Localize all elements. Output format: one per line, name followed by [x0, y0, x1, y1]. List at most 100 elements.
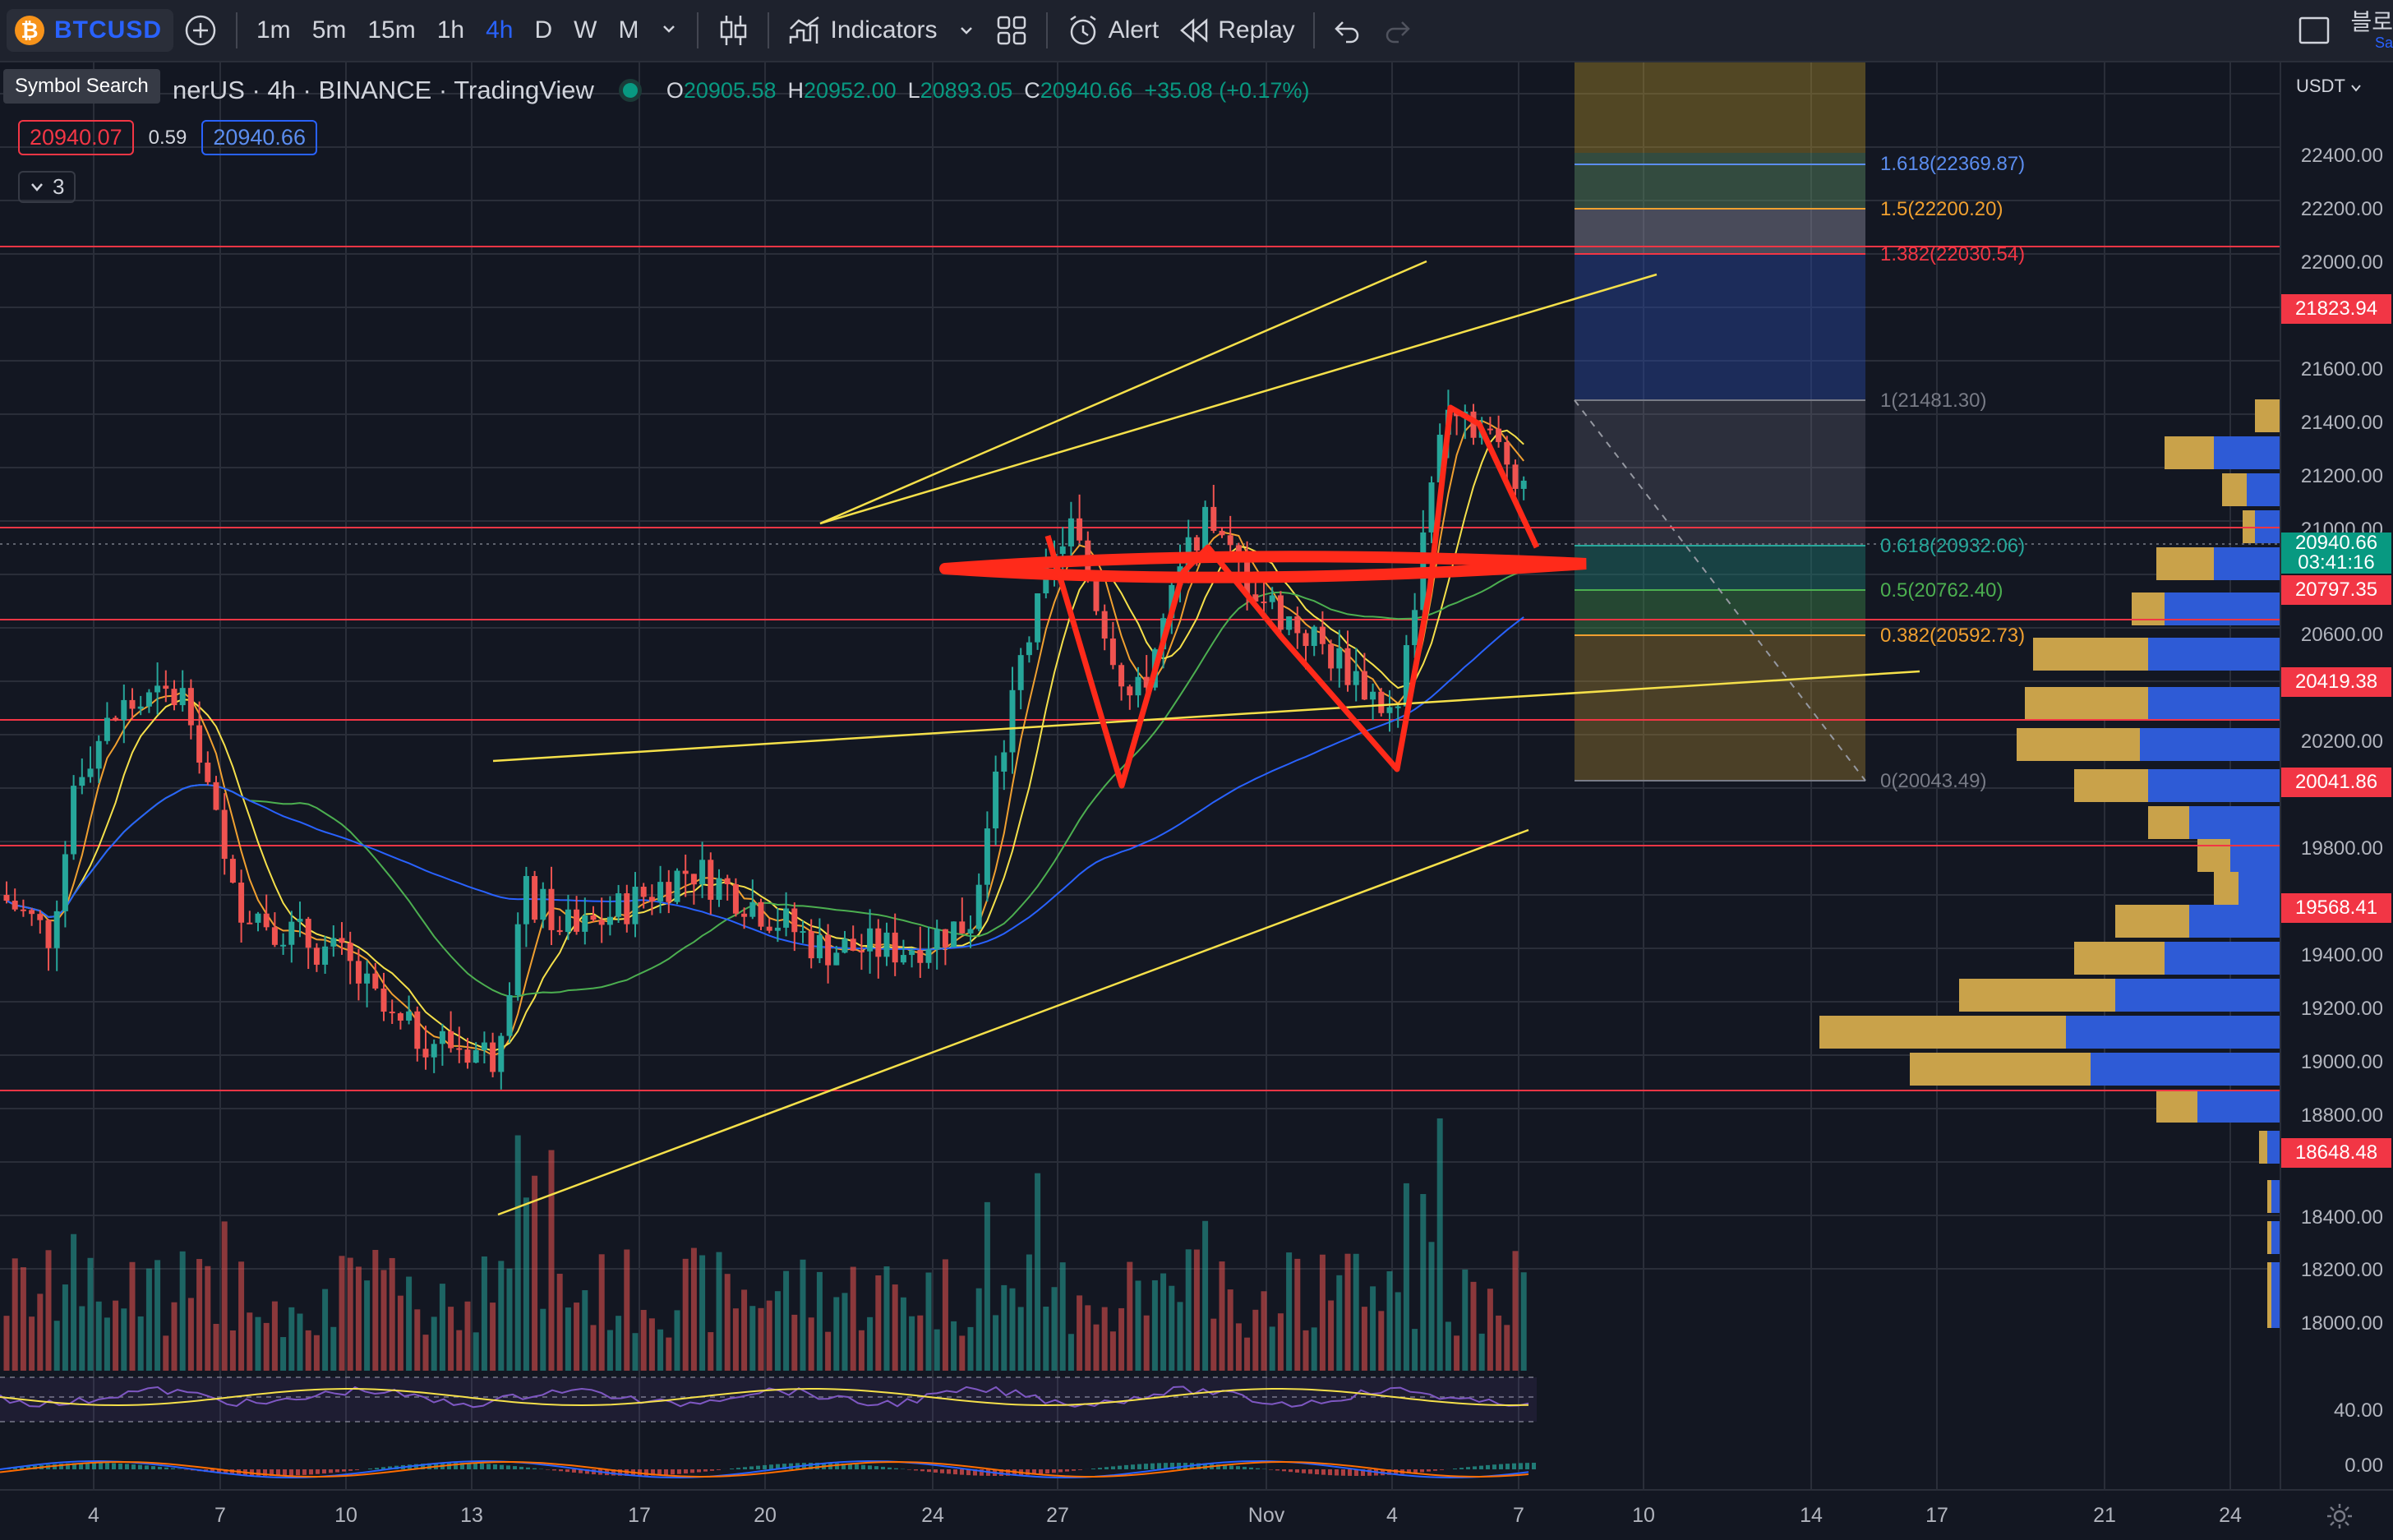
rsi-pane — [0, 1377, 1537, 1422]
bitcoin-icon: ₿ — [15, 16, 44, 45]
price-axis[interactable]: USDT 22400.00 22200.00 22000.00 21800.00… — [2280, 62, 2393, 1489]
gear-icon — [2326, 1502, 2354, 1530]
fib-level-label: 0(20043.49) — [1880, 770, 1986, 793]
indicator-count: 3 — [53, 174, 64, 200]
legend-title[interactable]: nerUS · 4h · BINANCE · TradingView — [173, 76, 594, 105]
price-axis-label: 22400.00 — [2301, 145, 2383, 168]
fib-level-label: 0.618(20932.06) — [1880, 535, 2025, 558]
undo-icon — [1333, 16, 1362, 45]
layouts-button[interactable] — [985, 0, 1038, 61]
chevron-down-icon — [2350, 84, 2362, 92]
replay-button[interactable]: Replay — [1169, 0, 1304, 61]
high-label: H — [787, 78, 804, 104]
open-value: 20905.58 — [684, 78, 777, 104]
level-price-badge: 19568.41 — [2281, 893, 2391, 923]
indicators-collapse-button[interactable]: 3 — [18, 171, 76, 203]
current-price-badge: 20940.66 03:41:16 — [2281, 533, 2391, 574]
price-axis-label: 21200.00 — [2301, 465, 2383, 488]
interval-m[interactable]: M — [607, 16, 649, 44]
publish-sublabel: Sa — [2375, 35, 2393, 51]
chart-legend: nerUS · 4h · BINANCE · TradingView O 209… — [173, 76, 1310, 105]
time-axis-label: 17 — [1925, 1504, 1948, 1528]
interval-group: 1m 5m 15m 1h 4h D W M — [246, 16, 689, 44]
sell-price-button[interactable]: 20940.07 — [18, 120, 134, 155]
level-price-badge: 18648.48 — [2281, 1138, 2391, 1168]
interval-d[interactable]: D — [523, 16, 563, 44]
interval-4h[interactable]: 4h — [475, 16, 523, 44]
macd-pane — [0, 1461, 1536, 1478]
alert-button[interactable]: Alert — [1056, 0, 1169, 61]
candle-countdown: 03:41:16 — [2298, 553, 2374, 573]
low-label: L — [908, 78, 920, 104]
publish-button[interactable]: 블로 Sa — [2340, 0, 2393, 61]
symbol-search-button[interactable]: ₿ BTCUSD — [7, 9, 173, 52]
chart-settings-button[interactable] — [2326, 1502, 2354, 1534]
publish-label: 블로 — [2350, 10, 2393, 35]
price-axis-label: 21600.00 — [2301, 358, 2383, 381]
high-value: 20952.00 — [804, 78, 897, 104]
time-axis-label: 7 — [214, 1504, 226, 1528]
time-axis-label: 4 — [88, 1504, 99, 1528]
indicators-button[interactable]: Indicators — [777, 0, 947, 61]
price-axis-label: 20200.00 — [2301, 731, 2383, 754]
top-toolbar: ₿ BTCUSD 1m 5m 15m 1h 4h D W M — [0, 0, 2393, 62]
indicators-dropdown-button[interactable] — [948, 0, 985, 61]
fib-level-label: 1(21481.30) — [1880, 390, 1986, 413]
price-axis-label: 18000.00 — [2301, 1312, 2383, 1335]
currency-selector[interactable]: USDT — [2296, 76, 2362, 97]
time-axis-label: 27 — [1046, 1504, 1069, 1528]
interval-5m[interactable]: 5m — [302, 16, 357, 44]
visibility-dot-icon[interactable] — [619, 79, 642, 102]
time-axis-label: 10 — [334, 1504, 357, 1528]
current-price: 20940.66 — [2295, 533, 2377, 553]
alarm-clock-icon — [1066, 13, 1100, 48]
level-price-badge: 21823.94 — [2281, 294, 2391, 324]
toolbar-divider — [1313, 12, 1315, 48]
currency-label: USDT — [2296, 76, 2345, 96]
candlestick-icon — [717, 12, 749, 48]
alert-label: Alert — [1109, 16, 1160, 44]
time-axis-label: 24 — [921, 1504, 944, 1528]
replay-label: Replay — [1218, 16, 1294, 44]
level-price-badge: 20041.86 — [2281, 768, 2391, 797]
interval-w[interactable]: W — [563, 16, 607, 44]
price-axis-label: 18400.00 — [2301, 1206, 2383, 1229]
level-price-badge: 20797.35 — [2281, 575, 2391, 605]
rewind-icon — [1178, 17, 1210, 44]
fib-level-label: 0.5(20762.40) — [1880, 579, 2003, 602]
fib-retracement-zones — [1575, 62, 1865, 781]
chevron-down-icon — [30, 182, 44, 193]
macd-axis-label: 0.00 — [2345, 1455, 2383, 1478]
time-axis-label: 21 — [2093, 1504, 2116, 1528]
time-axis-label: 17 — [628, 1504, 651, 1528]
interval-1h[interactable]: 1h — [426, 16, 475, 44]
low-value: 20893.05 — [920, 78, 1013, 104]
price-axis-label: 19000.00 — [2301, 1051, 2383, 1074]
compare-symbol-button[interactable] — [173, 0, 228, 61]
chevron-down-icon — [957, 21, 975, 39]
time-axis-label: 4 — [1386, 1504, 1398, 1528]
redo-button[interactable] — [1372, 0, 1422, 61]
price-axis-label: 19200.00 — [2301, 998, 2383, 1021]
chart-type-button[interactable] — [707, 0, 759, 61]
symbol-search-tooltip: Symbol Search — [3, 69, 160, 104]
price-axis-label: 20600.00 — [2301, 624, 2383, 647]
interval-1m[interactable]: 1m — [246, 16, 302, 44]
price-axis-label: 19400.00 — [2301, 944, 2383, 967]
time-axis-label: 13 — [460, 1504, 483, 1528]
interval-15m[interactable]: 15m — [357, 16, 426, 44]
price-axis-label: 22200.00 — [2301, 198, 2383, 221]
price-axis-label: 19800.00 — [2301, 837, 2383, 860]
buy-price-button[interactable]: 20940.66 — [201, 120, 317, 155]
indicators-label: Indicators — [830, 16, 937, 44]
redo-icon — [1382, 16, 1412, 45]
time-axis[interactable]: 4 7 10 13 17 20 24 27 Nov 4 7 10 14 17 2… — [0, 1489, 2393, 1540]
open-label: O — [666, 78, 684, 104]
price-axis-label: 18800.00 — [2301, 1104, 2383, 1127]
chevron-down-icon[interactable] — [649, 16, 689, 44]
undo-button[interactable] — [1323, 0, 1372, 61]
fib-level-label: 1.618(22369.87) — [1880, 153, 2025, 176]
rsi-axis-label: 40.00 — [2334, 1399, 2383, 1422]
fullscreen-button[interactable] — [2288, 0, 2340, 61]
bid-ask-panel: 20940.07 0.59 20940.66 — [18, 120, 317, 155]
